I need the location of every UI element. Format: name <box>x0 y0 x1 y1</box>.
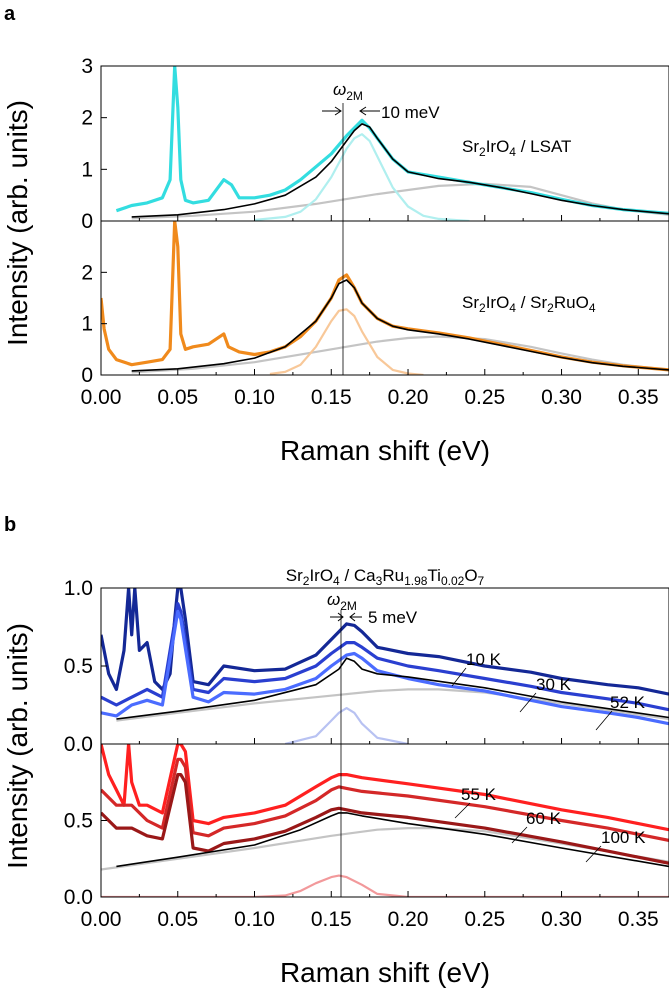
x-tick-label: 0.00 <box>81 386 122 409</box>
series-group <box>101 744 669 897</box>
series-line-fit-background-3 <box>131 182 669 220</box>
x-tick-label: 0.35 <box>618 386 659 409</box>
panel-b-annotations: ω2M 5 meV <box>327 590 418 897</box>
series-group <box>101 221 669 375</box>
x-tick-label: 0.20 <box>388 908 429 931</box>
temp-label-52k: 52 K <box>610 693 646 712</box>
x-tick-label: 0.05 <box>157 386 198 409</box>
panel-b-top-plot: 0.0 0.5 1.0 <box>64 577 669 756</box>
series-line-data-2 <box>101 772 669 865</box>
x-tick-label: 0.05 <box>157 908 198 931</box>
panel-a-top-plot: 0 1 2 3 <box>81 55 669 233</box>
series-line-fit-peak-2 <box>269 308 424 375</box>
y-tick-label: 0.0 <box>64 733 93 756</box>
x-tick-label: 0.20 <box>388 386 429 409</box>
series-line-fit-peak-2 <box>254 133 470 221</box>
x-tick-label: 0.10 <box>234 908 275 931</box>
y-tick-label: 1 <box>81 313 93 336</box>
leader-30k <box>519 692 537 713</box>
y-tick-label: 0.0 <box>64 886 93 909</box>
panel-a-bottom-plot: 0 1 2 0.00 0.05 0.10 0.15 0.20 0.25 0.30 0.35 <box>81 220 669 409</box>
arrowhead-left-a <box>334 106 342 116</box>
y-tick-label: 0.5 <box>64 655 93 678</box>
series-line-data-1 <box>101 757 669 842</box>
shift-label-a: 10 meV <box>381 103 440 122</box>
series-line-data-0 <box>101 744 669 832</box>
series-group <box>115 66 669 221</box>
y-tick-label: 2 <box>81 261 93 284</box>
y-tick-label: 3 <box>81 55 93 78</box>
y-tick-label: 1 <box>81 158 93 181</box>
shift-label-b: 5 meV <box>368 608 418 627</box>
x-tick-label: 0.30 <box>541 908 582 931</box>
temp-label-55k: 55 K <box>461 785 497 804</box>
panel-b-bottom-plot: 0.0 0.5 0.00 0.05 0.10 0.15 0.20 0.25 0.30 0.35 <box>64 743 669 931</box>
panel-a-xlabel: Raman shift (eV) <box>280 435 490 466</box>
x-tick-label: 0.00 <box>81 908 122 931</box>
sample-label-sr2ruo4: Sr2IrO4 / Sr2RuO4 <box>462 293 596 315</box>
leader-60k <box>511 826 528 844</box>
temperature-labels: 10 K 30 K 52 K 55 K 60 K 100 K <box>451 650 646 863</box>
series-line-fit-peak-4 <box>101 874 669 897</box>
omega-2m-label-b: ω2M <box>327 590 357 613</box>
panel-letter-a: a <box>4 3 16 25</box>
sample-label-lsat: Sr2IrO4 / LSAT <box>462 137 571 159</box>
temp-label-100k: 100 K <box>601 828 646 847</box>
series-group <box>101 588 669 744</box>
panel-b-ylabel: Intensity (arb. units) <box>2 623 33 869</box>
x-tick-label: 0.15 <box>311 908 352 931</box>
arrowhead-right-a <box>359 106 367 116</box>
series-line-fit-background-3 <box>131 335 669 374</box>
arrowhead-left-b <box>337 612 344 622</box>
series-line-fit-background-5 <box>101 826 669 871</box>
x-tick-label: 0.25 <box>464 908 505 931</box>
series-line-data-0 <box>101 588 669 696</box>
temp-label-60k: 60 K <box>526 809 562 828</box>
y-tick-label: 1.0 <box>64 577 93 600</box>
temp-label-10k: 10 K <box>466 650 502 669</box>
series-line-data-2 <box>101 609 669 726</box>
panel-a-annotations: ω2M 10 meV Sr2IrO4 / LSAT Sr2IrO4 / Sr2R… <box>322 80 596 375</box>
y-tick-label: 0.5 <box>64 810 93 833</box>
series-line-fit-total-3 <box>116 657 669 720</box>
x-tick-label: 0.25 <box>464 386 505 409</box>
y-tick-label: 2 <box>81 107 93 130</box>
omega-2m-label-a: ω2M <box>333 80 363 103</box>
leader-10k <box>451 667 467 687</box>
panel-a-ylabel: Intensity (arb. units) <box>2 100 33 346</box>
leader-55k <box>454 802 471 819</box>
y-tick-label: 0 <box>81 210 93 233</box>
leader-52k <box>595 710 613 731</box>
series-line-fit-total-1 <box>131 123 669 218</box>
x-tick-label: 0.35 <box>618 908 659 931</box>
panel-b-xlabel: Raman shift (eV) <box>280 957 490 988</box>
x-tick-label: 0.10 <box>234 386 275 409</box>
arrowhead-right-b <box>349 612 356 622</box>
plot-frame <box>100 220 669 376</box>
x-tick-label: 0.15 <box>311 386 352 409</box>
panel-b-title: Sr2IrO4 / Ca3Ru1.98Ti0.02O7 <box>286 566 485 588</box>
series-line-fit-peak-4 <box>284 706 409 744</box>
series-line-fit-total-1 <box>131 279 669 372</box>
temp-label-30k: 30 K <box>536 675 572 694</box>
y-tick-label: 0 <box>81 364 93 387</box>
panel-letter-b: b <box>4 514 16 536</box>
x-tick-label: 0.30 <box>541 386 582 409</box>
series-line-fit-total-3 <box>116 812 669 868</box>
leader-100k <box>585 845 602 863</box>
